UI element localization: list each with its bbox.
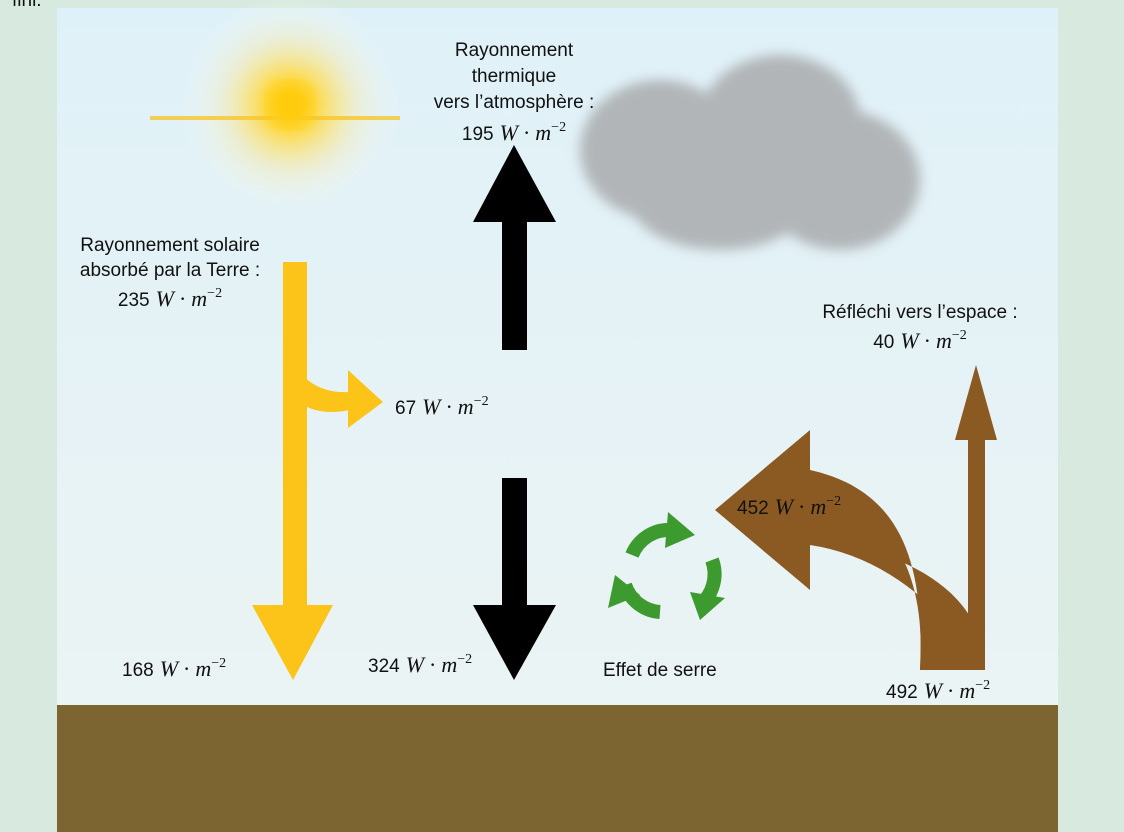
number: 168 (122, 660, 154, 681)
exponent: −2 (474, 394, 489, 409)
number: 195 (462, 124, 494, 145)
ground (57, 705, 1058, 832)
unit: m (810, 494, 826, 519)
exponent: −2 (207, 286, 222, 301)
dot: · (179, 286, 186, 311)
exponent: −2 (457, 652, 472, 667)
unit: m (195, 656, 211, 681)
flux-value: 452 W · m−2 (737, 494, 841, 519)
flux-value: 168 W · m−2 (122, 656, 226, 681)
unit: W (156, 286, 176, 311)
recycle-icon (608, 512, 725, 620)
unit: W (900, 328, 920, 353)
unit: m (535, 120, 551, 145)
unit: W (160, 656, 180, 681)
caption-line: Rayonnement (455, 40, 574, 61)
unit: W (406, 652, 426, 677)
dot: · (523, 120, 530, 145)
unit: W (775, 494, 795, 519)
caption-line: vers l’atmosphère : (434, 92, 595, 113)
greenhouse-label: Effet de serre (603, 660, 717, 681)
unit: m (936, 328, 952, 353)
number: 324 (368, 656, 400, 677)
dot: · (798, 494, 805, 519)
number: 452 (737, 498, 769, 519)
caption-line: thermique (472, 66, 557, 87)
solar-arrow (252, 262, 383, 680)
flux-value: 324 W · m−2 (368, 652, 472, 677)
flux-value: 492 W · m−2 (886, 678, 990, 703)
caption-line: absorbé par la Terre : (80, 260, 260, 281)
number: 235 (118, 290, 150, 311)
dot: · (429, 652, 436, 677)
emission-arrows (715, 365, 997, 670)
number: 492 (886, 682, 918, 703)
dot: · (183, 656, 190, 681)
sun (150, 0, 400, 215)
exponent: −2 (975, 678, 990, 693)
clipped-text: fini. (12, 0, 42, 11)
flux-value: 40 W · m−2 (873, 328, 967, 353)
flux-value: 235 W · m−2 (118, 286, 222, 311)
unit: m (458, 394, 474, 419)
exponent: −2 (826, 494, 841, 509)
unit: m (191, 286, 207, 311)
exponent: −2 (952, 328, 967, 343)
unit: W (500, 120, 520, 145)
number: 40 (873, 332, 894, 353)
exponent: −2 (551, 120, 566, 135)
flux-value: 67 W · m−2 (395, 394, 489, 419)
dot: · (445, 394, 452, 419)
flux-value: 195 W · m−2 (462, 120, 566, 145)
dot: · (947, 678, 954, 703)
cloud (580, 55, 920, 250)
exponent: −2 (211, 656, 226, 671)
unit: W (422, 394, 442, 419)
unit: m (959, 678, 975, 703)
caption-line: Réfléchi vers l’espace : (822, 302, 1017, 323)
unit: m (441, 652, 457, 677)
caption-line: Rayonnement solaire (80, 235, 260, 256)
dot: · (924, 328, 931, 353)
number: 67 (395, 398, 416, 419)
unit: W (924, 678, 944, 703)
thermal-arrows (473, 145, 556, 680)
